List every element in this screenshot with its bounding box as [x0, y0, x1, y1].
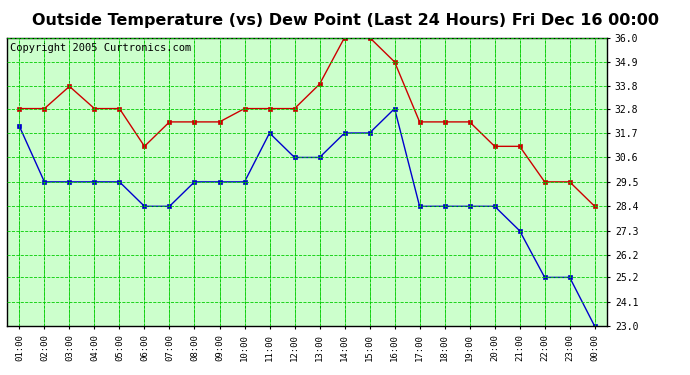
- Text: Outside Temperature (vs) Dew Point (Last 24 Hours) Fri Dec 16 00:00: Outside Temperature (vs) Dew Point (Last…: [32, 13, 658, 28]
- Text: Copyright 2005 Curtronics.com: Copyright 2005 Curtronics.com: [10, 43, 191, 53]
